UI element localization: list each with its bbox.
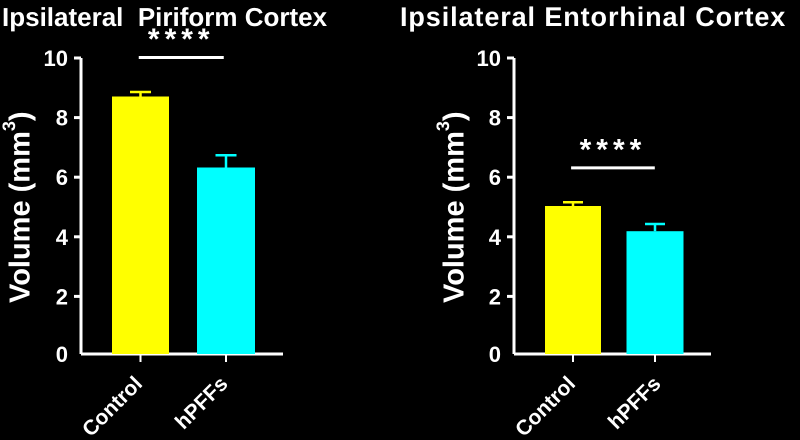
svg-text:10: 10 (44, 46, 68, 71)
svg-text:10: 10 (477, 46, 501, 71)
svg-text:****: **** (580, 134, 647, 167)
svg-text:0: 0 (489, 342, 501, 367)
svg-text:6: 6 (489, 165, 501, 190)
svg-text:6: 6 (56, 165, 68, 190)
svg-text:2: 2 (489, 284, 501, 309)
svg-text:Control: Control (78, 372, 147, 440)
svg-text:4: 4 (56, 225, 69, 250)
svg-text:0: 0 (56, 342, 68, 367)
svg-text:2: 2 (56, 284, 68, 309)
svg-text:8: 8 (489, 106, 501, 131)
svg-text:hPFFs: hPFFs (604, 372, 666, 434)
svg-text:4: 4 (489, 225, 502, 250)
svg-text:hPFFs: hPFFs (171, 372, 233, 434)
svg-text:8: 8 (56, 106, 68, 131)
svg-text:Control: Control (511, 372, 580, 440)
